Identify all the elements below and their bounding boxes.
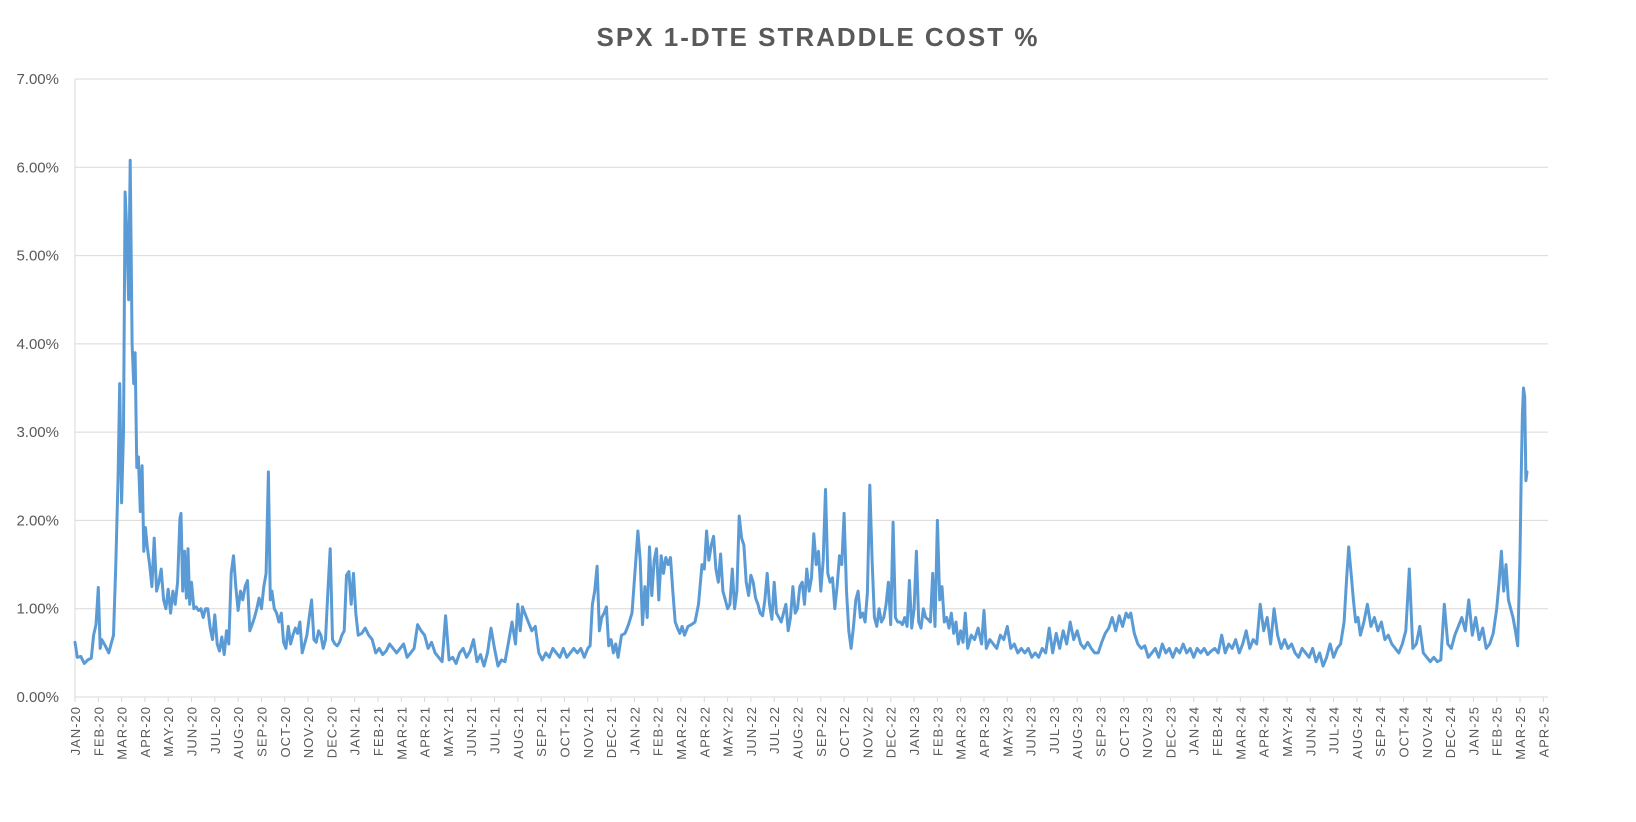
- x-tick-label: JUN-21: [464, 706, 479, 756]
- y-tick-label: 5.00%: [16, 248, 59, 265]
- x-tick-label: JUN-22: [744, 706, 759, 756]
- x-tick-label: DEC-24: [1443, 706, 1458, 758]
- x-tick-label: JAN-21: [348, 706, 363, 755]
- x-tick-label: NOV-24: [1420, 706, 1435, 758]
- x-axis: JAN-20 FEB-20 MAR-20 APR-20 MAY-20 JUN-20 JUL-…: [68, 697, 1551, 760]
- x-tick-label: JUL-20: [208, 706, 223, 754]
- x-tick-label: JAN-24: [1187, 706, 1202, 755]
- x-tick-label: APR-21: [418, 706, 433, 758]
- x-tick-label: AUG-24: [1350, 706, 1365, 759]
- x-tick-label: NOV-20: [301, 706, 316, 758]
- x-tick-label: FEB-22: [651, 706, 666, 756]
- x-tick-label: JUL-23: [1047, 706, 1062, 754]
- x-tick-label: AUG-22: [791, 706, 806, 759]
- x-tick-label: MAY-24: [1280, 706, 1295, 757]
- x-tick-label: JUN-20: [185, 706, 200, 756]
- x-tick-label: MAY-21: [441, 706, 456, 757]
- x-tick-label: APR-20: [138, 706, 153, 758]
- y-tick-label: 4.00%: [16, 336, 59, 353]
- x-tick-label: MAR-23: [954, 706, 969, 760]
- x-tick-label: MAR-24: [1233, 706, 1248, 760]
- x-tick-label: JAN-20: [68, 706, 83, 755]
- x-tick-label: SEP-23: [1094, 706, 1109, 757]
- x-tick-label: MAR-20: [115, 706, 130, 760]
- x-tick-label: JUN-24: [1303, 706, 1318, 756]
- x-tick-label: MAY-23: [1000, 706, 1015, 757]
- x-tick-label: MAR-22: [674, 706, 689, 760]
- x-tick-label: AUG-23: [1070, 706, 1085, 759]
- x-tick-label: FEB-21: [371, 706, 386, 756]
- series-line: [73, 158, 1529, 668]
- x-tick-label: AUG-21: [511, 706, 526, 759]
- x-tick-label: OCT-22: [837, 706, 852, 758]
- chart-title: SPX 1-DTE STRADDLE COST %: [597, 22, 1040, 52]
- y-tick-label: 1.00%: [16, 601, 59, 618]
- gridlines: [75, 78, 1548, 698]
- x-tick-label: NOV-23: [1140, 706, 1155, 758]
- x-tick-label: APR-24: [1257, 706, 1272, 758]
- x-tick-label: JUL-22: [767, 706, 782, 754]
- x-tick-label: SEP-20: [254, 706, 269, 757]
- x-tick-label: JUL-21: [488, 706, 503, 754]
- x-tick-label: FEB-24: [1210, 706, 1225, 756]
- x-tick-label: APR-25: [1536, 706, 1551, 758]
- y-tick-label: 6.00%: [16, 159, 59, 176]
- series-layer: [73, 158, 1529, 668]
- x-tick-label: DEC-21: [604, 706, 619, 758]
- x-tick-label: MAR-21: [394, 706, 409, 760]
- x-tick-label: DEC-23: [1163, 706, 1178, 758]
- x-tick-label: NOV-21: [581, 706, 596, 758]
- x-tick-label: OCT-21: [557, 706, 572, 758]
- x-tick-label: NOV-22: [860, 706, 875, 758]
- x-tick-label: APR-23: [977, 706, 992, 758]
- x-tick-label: JUN-23: [1024, 706, 1039, 756]
- x-tick-label: DEC-20: [324, 706, 339, 758]
- x-tick-label: APR-22: [697, 706, 712, 758]
- x-tick-label: SEP-24: [1373, 706, 1388, 757]
- y-tick-label: 3.00%: [16, 424, 59, 441]
- y-tick-label: 7.00%: [16, 71, 59, 88]
- y-tick-label: 2.00%: [16, 512, 59, 529]
- x-tick-label: MAY-20: [161, 706, 176, 757]
- x-tick-label: OCT-20: [278, 706, 293, 758]
- x-tick-label: JAN-25: [1466, 706, 1481, 755]
- y-tick-label: 0.00%: [16, 689, 59, 706]
- x-tick-label: OCT-23: [1117, 706, 1132, 758]
- x-tick-label: FEB-23: [930, 706, 945, 756]
- x-tick-label: OCT-24: [1396, 706, 1411, 758]
- x-tick-label: SEP-21: [534, 706, 549, 757]
- x-tick-label: MAY-22: [721, 706, 736, 757]
- x-tick-label: FEB-25: [1490, 706, 1505, 756]
- x-tick-label: JAN-22: [627, 706, 642, 755]
- x-tick-label: FEB-20: [91, 706, 106, 756]
- x-tick-label: SEP-22: [814, 706, 829, 757]
- x-tick-label: MAR-25: [1513, 706, 1528, 760]
- x-tick-label: AUG-20: [231, 706, 246, 759]
- x-tick-label: JAN-23: [907, 706, 922, 755]
- x-tick-label: DEC-22: [884, 706, 899, 758]
- x-tick-label: JUL-24: [1327, 706, 1342, 754]
- y-axis: 0.00% 1.00% 2.00% 3.00% 4.00% 5.00% 6.00% 7.00%: [16, 71, 76, 706]
